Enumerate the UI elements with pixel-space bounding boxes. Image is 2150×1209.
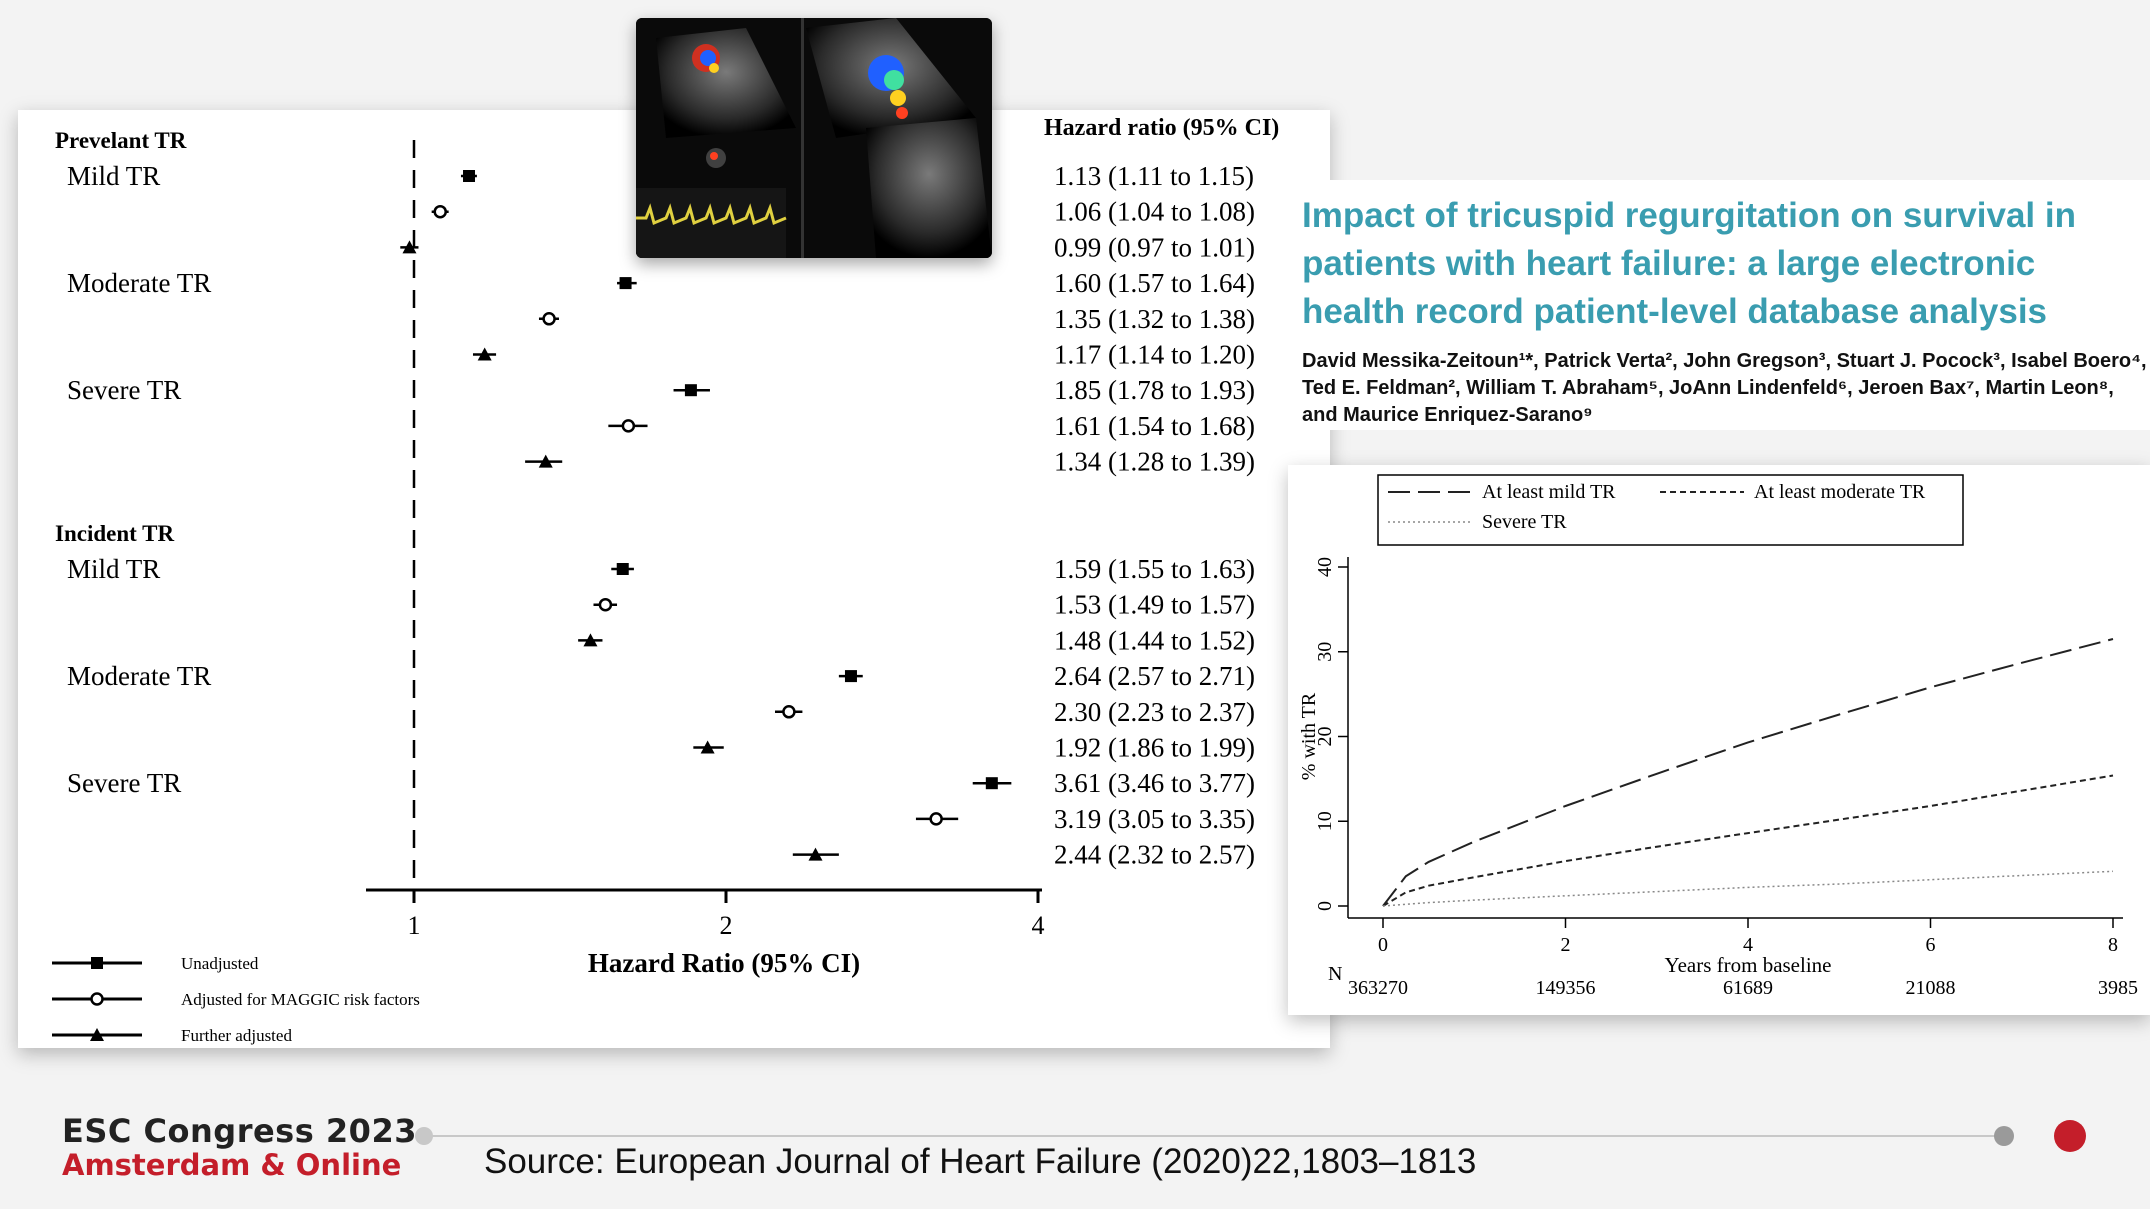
at-risk-value: 61689 (1723, 977, 1773, 999)
y-tick-label: 0 (1314, 901, 1336, 911)
x-tick-label: 8 (2108, 934, 2118, 956)
forest-plot-panel: Hazard ratio (95% CI) Prevelant TR Mild TR… (18, 110, 1330, 1048)
hr-value: 1.53 (1.49 to 1.57) (1054, 590, 1255, 620)
hr-value: 2.30 (2.23 to 2.37) (1054, 697, 1255, 727)
at-risk-value: 363270 (1348, 977, 1408, 999)
hr-marker-square (616, 563, 629, 575)
legend-label: Unadjusted (181, 954, 259, 973)
footer-dot-right-grey (1994, 1126, 2014, 1146)
hr-marker-triangle (808, 847, 823, 861)
congress-location: Amsterdam & Online (62, 1148, 402, 1182)
hr-value: 1.92 (1.86 to 1.99) (1054, 733, 1255, 763)
legend-label: Severe TR (1482, 511, 1567, 533)
cumulative-incidence-panel: 0 10 20 30 40 % with TR 0 2 4 6 8 Years from baseli… (1288, 465, 2150, 1015)
x-axis-title: Hazard Ratio (95% CI) (588, 948, 860, 978)
hr-marker-triangle (538, 454, 553, 468)
hr-marker-square (844, 670, 857, 683)
hr-value: 1.13 (1.11 to 1.15) (1054, 161, 1254, 191)
paper-header: Impact of tricuspid regurgitation on sur… (1290, 180, 2150, 430)
legend-marker-triangle (90, 1028, 104, 1041)
row-label: Moderate TR (67, 268, 211, 298)
hr-marker-square (463, 170, 476, 182)
legend-label: At least moderate TR (1754, 481, 1926, 503)
hr-value: 1.59 (1.55 to 1.63) (1054, 554, 1255, 584)
hr-value: 1.06 (1.04 to 1.08) (1054, 197, 1255, 227)
row-label: Moderate TR (67, 661, 211, 691)
legend-box (1377, 474, 1964, 546)
row-label: Mild TR (67, 161, 160, 191)
y-tick-label: 30 (1314, 642, 1336, 662)
hr-marker-square (985, 777, 998, 790)
series-line (1382, 774, 2114, 907)
legend-marker-square (91, 957, 103, 969)
y-axis-title: % with TR (1298, 692, 1320, 780)
x-tick-label: 2 (1561, 934, 1571, 956)
row-label: Severe TR (67, 375, 181, 405)
hr-marker-circle (542, 312, 556, 326)
hr-value: 3.19 (3.05 to 3.35) (1054, 804, 1255, 834)
hr-value: 0.99 (0.97 to 1.01) (1054, 232, 1255, 262)
x-tick-label: 6 (1926, 934, 1936, 956)
hr-value: 1.34 (1.28 to 1.39) (1054, 447, 1255, 477)
x-tick-label: 0 (1378, 934, 1388, 956)
group-label: Incident TR (55, 521, 174, 546)
x-axis-title: Years from baseline (1665, 953, 1832, 977)
legend-marker-circle (90, 992, 104, 1006)
x-tick-label: 2 (720, 911, 733, 940)
hr-marker-circle (621, 419, 636, 433)
hr-marker-triangle (700, 740, 715, 754)
echocardiogram-image (636, 18, 992, 258)
source-citation: Source: European Journal of Heart Failur… (484, 1142, 1477, 1181)
cumulative-incidence-chart: 0 10 20 30 40 % with TR 0 2 4 6 8 Years from baseli… (1298, 474, 2138, 999)
paper-title: Impact of tricuspid regurgitation on sur… (1302, 196, 2076, 331)
hr-value: 1.60 (1.57 to 1.64) (1054, 268, 1255, 298)
footer-dot-left (415, 1127, 433, 1145)
at-risk-value: 149356 (1536, 977, 1596, 999)
forest-plot: Hazard ratio (95% CI) Prevelant TR Mild TR… (52, 115, 1279, 1045)
hr-value: 1.17 (1.14 to 1.20) (1054, 340, 1255, 370)
echo-image-graphic (636, 18, 992, 258)
footer-dot-right-red (2054, 1120, 2086, 1152)
hr-marker-circle (929, 812, 943, 826)
group-label: Prevelant TR (55, 128, 187, 153)
legend-label: At least mild TR (1482, 481, 1616, 503)
x-tick-label: 4 (1032, 911, 1045, 940)
paper-authors: David Messika-Zeitoun¹*, Patrick Verta²,… (1302, 350, 2147, 426)
at-risk-value: 3985 (2098, 977, 2138, 999)
row-label: Severe TR (67, 768, 181, 798)
y-tick-label: 10 (1314, 811, 1336, 831)
legend-label: Further adjusted (181, 1026, 292, 1045)
hr-value: 2.64 (2.57 to 2.71) (1054, 661, 1255, 691)
hr-value: 3.61 (3.46 to 3.77) (1054, 768, 1255, 798)
hr-marker-triangle (583, 633, 598, 647)
hr-value: 1.35 (1.32 to 1.38) (1054, 304, 1255, 334)
hr-marker-triangle (402, 240, 417, 254)
y-tick-label: 40 (1314, 557, 1336, 577)
hr-value: 1.85 (1.78 to 1.93) (1054, 375, 1255, 405)
hr-marker-square (619, 277, 632, 290)
hr-marker-circle (782, 705, 796, 719)
ci-column-header: Hazard ratio (95% CI) (1044, 115, 1279, 141)
hr-marker-triangle (477, 347, 492, 361)
at-risk-value: 21088 (1906, 977, 1956, 999)
y-tick-label: 20 (1314, 727, 1336, 747)
footer-divider (430, 1135, 2005, 1137)
x-tick-label: 1 (408, 911, 421, 940)
series-line (1382, 638, 2114, 907)
hr-value: 2.44 (2.32 to 2.57) (1054, 840, 1255, 870)
row-label: Mild TR (67, 554, 160, 584)
hr-marker-circle (433, 204, 447, 219)
hr-value: 1.61 (1.54 to 1.68) (1054, 411, 1255, 441)
hr-marker-square (684, 384, 697, 397)
at-risk-label: N (1328, 963, 1342, 985)
x-tick-label: 4 (1743, 934, 1753, 956)
hr-marker-circle (598, 597, 613, 612)
hr-value: 1.48 (1.44 to 1.52) (1054, 625, 1255, 655)
congress-name: ESC Congress 2023 (62, 1112, 417, 1150)
series-line (1382, 870, 2114, 907)
legend-label: Adjusted for MAGGIC risk factors (181, 990, 420, 1009)
